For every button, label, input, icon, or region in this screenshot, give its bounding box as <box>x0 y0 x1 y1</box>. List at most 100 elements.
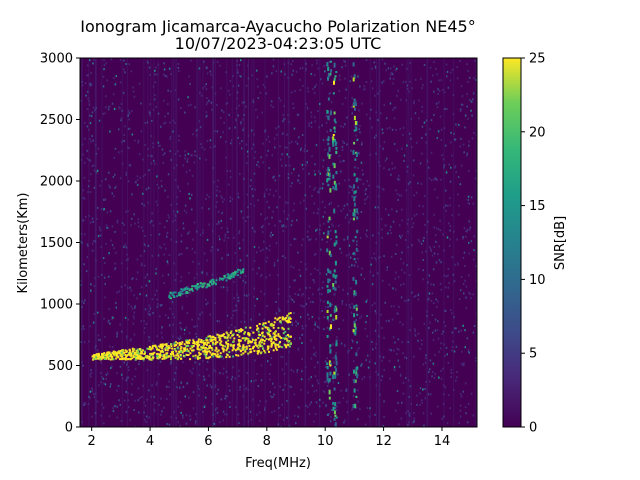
noise-speck <box>211 108 213 111</box>
interference-mark <box>335 187 338 191</box>
noise-speck <box>411 217 413 220</box>
noise-speck <box>466 228 468 231</box>
noise-speck <box>92 220 94 223</box>
noise-speck <box>348 221 350 224</box>
noise-speck <box>282 120 284 123</box>
noise-speck <box>371 257 373 260</box>
noise-speck <box>239 173 241 176</box>
noise-speck <box>170 73 172 76</box>
noise-speck <box>251 147 253 150</box>
noise-speck <box>90 140 92 143</box>
noise-speck <box>284 384 286 386</box>
noise-speck <box>137 221 140 224</box>
noise-speck <box>390 232 392 235</box>
noise-speck <box>258 411 261 414</box>
noise-speck <box>188 192 190 195</box>
noise-speck <box>216 130 219 133</box>
noise-speck <box>99 228 101 231</box>
noise-speck <box>161 336 164 339</box>
interference-mark <box>326 362 329 366</box>
noise-speck <box>304 144 306 147</box>
echo-mark <box>170 354 173 357</box>
echo-mark <box>202 345 205 348</box>
echo-mark <box>212 352 214 355</box>
echo-mark <box>176 347 179 350</box>
noise-speck <box>247 64 249 67</box>
noise-speck <box>110 239 112 242</box>
noise-speck <box>260 213 262 216</box>
interference-mark <box>335 416 338 419</box>
noise-speck <box>323 300 325 303</box>
noise-speck <box>341 146 344 148</box>
noise-speck <box>300 260 302 263</box>
noise-speck <box>358 347 360 350</box>
noise-speck <box>240 210 243 213</box>
noise-speck <box>166 385 168 388</box>
echo-mark <box>108 351 111 354</box>
noise-speck <box>433 226 435 229</box>
interference-mark <box>334 373 337 379</box>
noise-speck <box>127 376 129 379</box>
noise-speck <box>405 99 408 102</box>
noise-speck <box>196 273 198 276</box>
noise-speck <box>427 298 429 301</box>
noise-speck <box>118 290 120 293</box>
noise-speck <box>206 272 208 275</box>
echo-mark <box>239 350 242 353</box>
noise-speck <box>308 122 310 125</box>
noise-speck <box>159 360 162 363</box>
noise-speck <box>144 244 146 247</box>
noise-speck <box>146 60 149 63</box>
noise-speck <box>253 229 255 232</box>
interference-mark <box>356 208 359 214</box>
noise-speck <box>121 222 124 224</box>
noise-speck <box>433 252 436 255</box>
noise-speck <box>355 407 358 409</box>
noise-speck <box>265 260 268 263</box>
noise-speck <box>401 401 403 404</box>
interference-mark <box>333 269 336 273</box>
noise-speck <box>121 330 123 333</box>
noise-speck <box>343 159 345 162</box>
echo-mark <box>223 336 226 339</box>
noise-speck <box>421 105 423 108</box>
noise-speck <box>401 208 403 211</box>
noise-speck <box>189 197 191 200</box>
echo-mark <box>242 269 245 272</box>
noise-speck <box>434 353 436 356</box>
noise-speck <box>206 67 208 70</box>
noise-speck <box>337 401 339 404</box>
noise-speck <box>444 108 446 110</box>
echo-mark <box>192 339 195 342</box>
noise-speck <box>127 146 129 149</box>
noise-speck <box>471 137 474 140</box>
echo-mark <box>279 321 282 324</box>
noise-speck <box>428 380 431 383</box>
noise-speck <box>123 399 126 402</box>
noise-speck <box>172 210 175 213</box>
noise-speck <box>440 288 442 291</box>
noise-speck <box>208 99 210 102</box>
noise-speck <box>147 154 149 157</box>
noise-speck <box>459 183 462 186</box>
noise-speck <box>136 297 138 300</box>
interference-mark <box>355 352 358 357</box>
noise-speck <box>330 109 333 112</box>
noise-speck <box>153 425 155 427</box>
noise-speck <box>348 244 351 247</box>
noise-speck <box>469 226 471 229</box>
noise-speck <box>367 366 370 369</box>
noise-speck <box>315 253 317 255</box>
noise-speck <box>259 91 262 94</box>
noise-speck <box>267 149 269 152</box>
noise-speck <box>196 134 198 137</box>
noise-speck <box>277 125 280 128</box>
noise-speck <box>144 143 146 146</box>
echo-mark <box>287 340 290 343</box>
noise-speck <box>148 339 151 342</box>
noise-speck <box>130 305 133 308</box>
echo-mark <box>143 353 146 355</box>
noise-speck <box>466 230 468 233</box>
interference-mark <box>326 248 329 253</box>
echo-mark <box>175 344 178 346</box>
